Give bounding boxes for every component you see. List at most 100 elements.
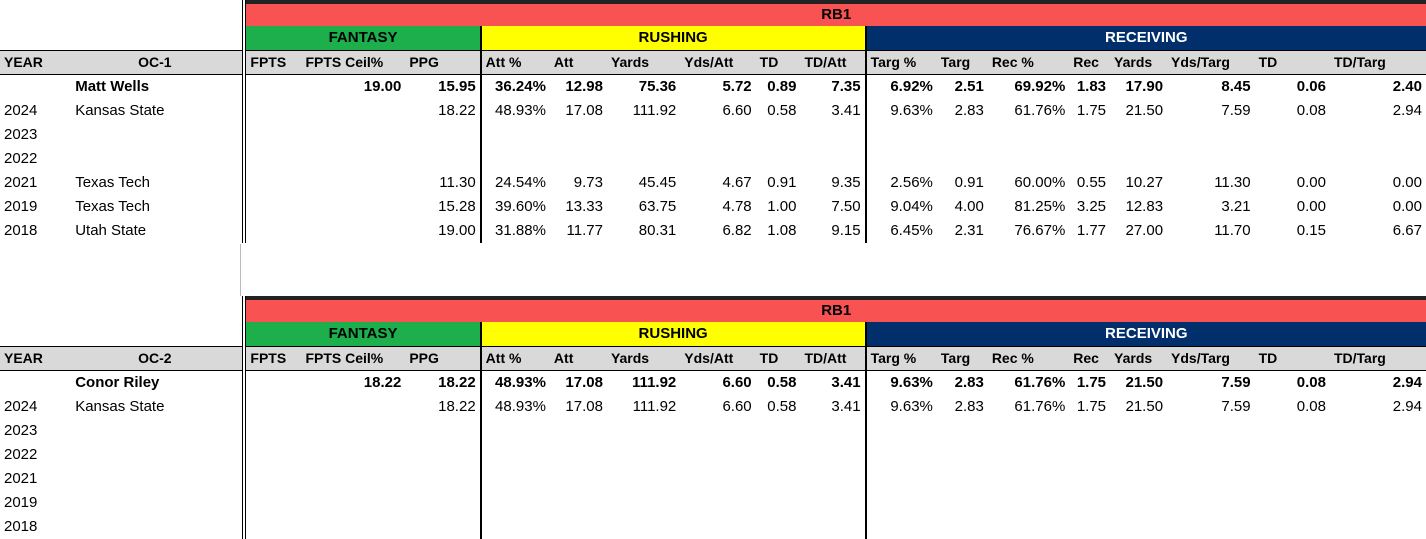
stat-cell xyxy=(301,395,405,419)
stat-cell xyxy=(301,443,405,467)
stat-cell xyxy=(479,147,550,171)
stat-cell: 1.08 xyxy=(767,222,797,239)
column-header: Yards xyxy=(1110,346,1168,371)
name-cell xyxy=(67,467,244,491)
stat-cell xyxy=(242,195,302,219)
season-row: 2022 xyxy=(0,147,1426,171)
stat-cell: 9.73 xyxy=(573,174,603,191)
name-cell: Kansas State xyxy=(75,398,165,415)
column-header: Yds/Targ xyxy=(1167,346,1255,371)
column-header: TD/Targ xyxy=(1329,346,1426,371)
stat-cell: 3.41 xyxy=(831,374,861,391)
stat-cell xyxy=(550,467,607,491)
stat-cell xyxy=(864,491,937,515)
column-header: YEAR xyxy=(0,346,68,371)
stat-cell xyxy=(405,147,480,171)
stat-cell: 2.94 xyxy=(1392,374,1422,391)
stat-cell xyxy=(405,467,480,491)
stat-cell: 2.83 xyxy=(954,102,984,119)
column-header: Rec xyxy=(1069,50,1111,75)
stat-cell: 18.22 xyxy=(438,374,476,391)
stat-cell: 6.82 xyxy=(722,222,752,239)
stat-cell: 10.27 xyxy=(1125,174,1164,191)
column-header: OC-1 xyxy=(67,50,245,75)
stat-cell: 0.15 xyxy=(1296,222,1326,239)
stat-cell xyxy=(1330,147,1426,171)
stat-cell xyxy=(1167,467,1255,491)
column-header: TD/Att xyxy=(800,346,866,371)
stat-cell xyxy=(242,419,302,443)
stat-cell xyxy=(1167,147,1255,171)
stat-cell xyxy=(607,419,680,443)
category-rushing: RUSHING xyxy=(479,322,866,347)
stat-cell: 2.31 xyxy=(954,222,984,239)
column-header: TD xyxy=(1254,50,1330,75)
stat-cell xyxy=(242,74,302,99)
stat-cell xyxy=(607,491,680,515)
column-header: Targ xyxy=(936,346,988,371)
stat-cell: 21.50 xyxy=(1125,374,1164,391)
stat-cell xyxy=(301,99,405,123)
year-cell: 2018 xyxy=(4,518,38,535)
stat-cell xyxy=(1255,515,1330,539)
stat-cell: 12.83 xyxy=(1125,198,1164,215)
column-header: Att xyxy=(549,50,607,75)
column-header: Yards xyxy=(1110,50,1168,75)
stat-cell: 13.33 xyxy=(565,198,603,215)
summary-row: Conor Riley 18.22 18.22 48.93% 17.08 111.92 6.… xyxy=(0,370,1426,395)
coordinator-table-1: RB1 FANTASY RUSHING RECEIVING YEAR OC-1 FPTS FP… xyxy=(0,0,1426,243)
stat-cell: 0.08 xyxy=(1296,102,1326,119)
year-cell: 2019 xyxy=(4,198,38,215)
category-fantasy: FANTASY xyxy=(242,26,481,51)
blank-cell xyxy=(0,322,244,347)
column-header: TD/Targ xyxy=(1329,50,1426,75)
stat-cell xyxy=(1167,491,1255,515)
stat-cell xyxy=(1069,443,1110,467)
stat-cell: 63.75 xyxy=(638,198,677,215)
stat-cell: 80.31 xyxy=(638,222,677,239)
column-header: TD/Att xyxy=(800,50,866,75)
column-header: Yards xyxy=(606,50,681,75)
stat-cell xyxy=(301,419,405,443)
stat-cell: 2.94 xyxy=(1392,398,1422,415)
stat-cell xyxy=(1167,123,1255,147)
stat-cell xyxy=(680,123,755,147)
stat-cell: 9.63% xyxy=(864,99,937,123)
column-header: FPTS xyxy=(242,346,302,371)
stat-cell: 9.63% xyxy=(864,370,937,395)
stat-cell xyxy=(756,123,801,147)
column-header: Yds/Att xyxy=(680,50,756,75)
stat-cell: 19.00 xyxy=(438,222,476,239)
summary-row: Matt Wells 19.00 15.95 36.24% 12.98 75.36 5.72… xyxy=(0,74,1426,99)
category-fantasy: FANTASY xyxy=(242,322,481,347)
stat-cell xyxy=(607,467,680,491)
stat-cell: 2.83 xyxy=(954,374,984,391)
year-cell: 2023 xyxy=(4,126,38,143)
stat-cell: 15.95 xyxy=(438,78,476,95)
stat-cell: 1.75 xyxy=(1076,398,1107,415)
stat-cell xyxy=(405,419,480,443)
year-cell: 2021 xyxy=(4,174,38,191)
stat-cell: 9.63% xyxy=(864,395,937,419)
stat-cell: 0.00 xyxy=(1296,174,1326,191)
stat-cell xyxy=(479,467,550,491)
stat-cell: 18.22 xyxy=(363,374,402,391)
year-cell: 2024 xyxy=(4,102,38,119)
season-row: 2021 Texas Tech 11.30 24.54% 9.73 45.45 4.67 0.… xyxy=(0,171,1426,195)
stat-cell: 21.50 xyxy=(1125,398,1164,415)
name-cell: Texas Tech xyxy=(75,174,150,191)
stat-cell: 15.28 xyxy=(438,198,476,215)
stat-cell: 5.72 xyxy=(722,78,752,95)
season-row: 2023 xyxy=(0,123,1426,147)
year-cell: 2024 xyxy=(4,398,38,415)
stat-cell: 17.08 xyxy=(565,102,603,119)
stat-cell: 69.92% xyxy=(1014,78,1066,95)
stat-cell: 61.76% xyxy=(1014,102,1066,119)
stat-cell: 7.50 xyxy=(831,198,861,215)
stat-cell xyxy=(1069,419,1110,443)
stat-cell xyxy=(479,491,550,515)
name-cell: Kansas State xyxy=(75,102,165,119)
stat-cell: 1.83 xyxy=(1076,78,1107,95)
stat-cell: 27.00 xyxy=(1125,222,1164,239)
stat-cell: 12.98 xyxy=(565,78,603,95)
